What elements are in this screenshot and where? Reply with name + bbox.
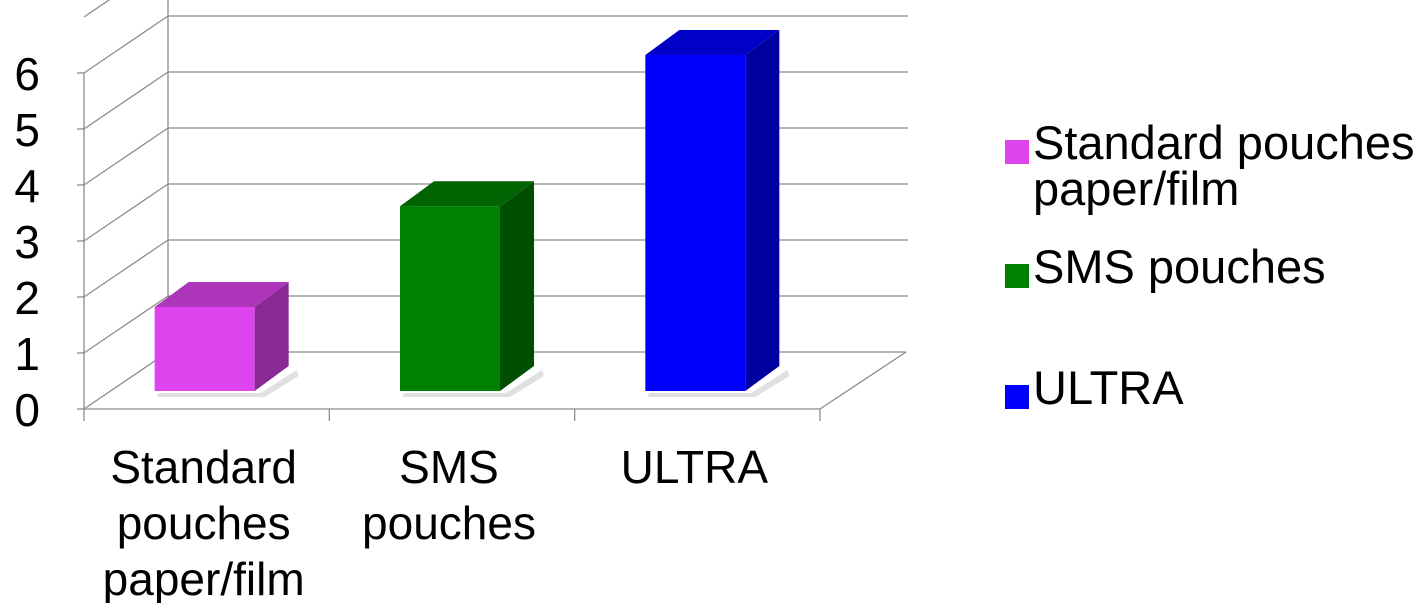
y-tick-label: 2 [14,272,40,324]
legend-label-sms-pouches: SMS pouches [1033,240,1326,293]
bars [154,30,790,397]
gridline-diagonal [83,183,169,242]
bar-top [645,30,780,55]
legend-swatch-ultra [1005,385,1029,409]
y-tick-label: 5 [14,104,40,156]
y-tick-label: 6 [14,48,40,100]
y-tick-label: 1 [14,328,40,380]
x-tick-label: pouches [117,497,291,549]
bar-top [154,282,289,307]
tick-labels: 0123456Standardpouchespaper/filmSMSpouch… [14,48,768,603]
legend-item-standard-pouches: Standard pouches paper/film [1005,116,1415,215]
bar [645,30,790,397]
legend-item-sms-pouches: SMS pouches [1005,240,1326,293]
x-tick-label: Standard [110,441,297,493]
legend-swatch-sms-pouches [1005,264,1029,288]
y-tick-label: 3 [14,216,40,268]
bar [154,282,299,397]
x-tick-label: SMS [399,441,499,493]
gridline-diagonal [83,127,169,186]
legend-swatch-standard-pouches [1005,140,1029,164]
bar-top [400,181,534,207]
bar-side [500,181,534,391]
axes [77,72,907,421]
bar-front [645,55,746,391]
legend-label-standard-pouches: Standard pouches paper/film [1033,116,1415,215]
bar-shadow [647,370,790,397]
gridline-diagonal [83,71,169,130]
bar-side [745,30,780,391]
floor-left-edge [83,351,169,410]
bar-shadow [402,370,544,397]
gridline-diagonal [83,15,169,74]
x-tick-label: pouches [362,497,536,549]
grid [83,0,908,354]
bar-shadow [156,370,299,397]
bar [400,181,544,397]
floor-right-edge [819,351,907,410]
x-tick-label: paper/film [103,553,305,603]
gridline-diagonal [83,239,169,298]
legend-item-ultra: ULTRA [1005,361,1184,414]
bar-front [400,206,500,391]
bar-side [254,282,289,391]
legend-label-ultra: ULTRA [1033,361,1184,414]
x-tick-label: ULTRA [621,441,769,493]
gridline-diagonal [83,295,169,354]
y-tick-label: 4 [14,160,40,212]
gridline-diagonal [83,0,111,18]
y-tick-label: 0 [14,384,40,436]
bar-front [154,307,255,391]
